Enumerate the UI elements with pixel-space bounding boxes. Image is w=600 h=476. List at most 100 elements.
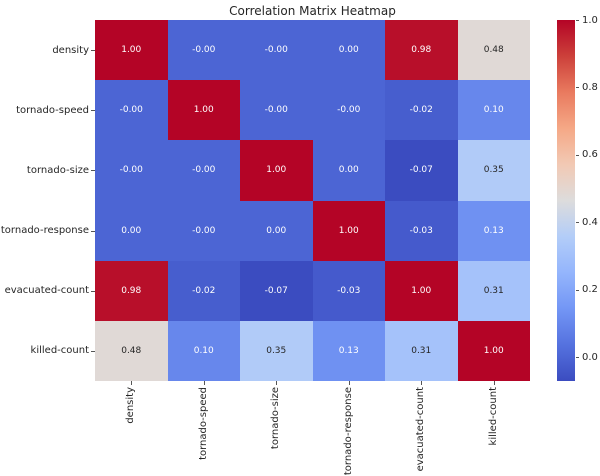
heatmap-cell: -0.00	[240, 80, 313, 141]
cell-value: 1.00	[338, 225, 359, 236]
cell-value: -0.03	[337, 285, 361, 296]
heatmap-cell: -0.07	[240, 260, 313, 321]
cell-value: 0.48	[121, 345, 142, 356]
colorbar-tick-label: 1.0	[582, 14, 598, 26]
cell-value: -0.00	[264, 45, 288, 56]
x-tick-label: killed-count	[487, 387, 499, 446]
y-tick-mark	[91, 290, 95, 292]
y-tick-mark	[91, 50, 95, 52]
x-tick-mark	[203, 381, 205, 385]
cell-value: -0.00	[192, 225, 216, 236]
chart-title: Correlation Matrix Heatmap	[229, 4, 396, 18]
cell-value: 0.00	[266, 225, 287, 236]
y-tick-mark	[91, 170, 95, 172]
heatmap-cell: 1.00	[457, 320, 530, 381]
heatmap-cell: 0.00	[240, 200, 313, 261]
colorbar-tick-label: 0.2	[582, 284, 598, 296]
heatmap-cell: 0.10	[457, 80, 530, 141]
heatmap-cell: 0.98	[385, 20, 458, 81]
heatmap-cell: 0.98	[95, 260, 168, 321]
cell-value: 0.10	[193, 345, 214, 356]
colorbar-tick-label: 0.6	[582, 149, 598, 161]
colorbar-gradient	[557, 20, 575, 381]
heatmap-cell: 1.00	[312, 200, 385, 261]
colorbar-tick	[576, 87, 579, 89]
cell-value: -0.07	[409, 165, 433, 176]
heatmap-cell: -0.03	[385, 200, 458, 261]
cell-value: -0.03	[409, 225, 433, 236]
cell-value: 0.98	[121, 285, 142, 296]
colorbar-tick	[576, 222, 579, 224]
colorbar-tick-label: 0.0	[582, 351, 598, 363]
cell-value: -0.00	[264, 105, 288, 116]
cell-value: 0.35	[266, 345, 287, 356]
x-tick-label: tornado-response	[342, 387, 354, 476]
cell-value: -0.00	[337, 105, 361, 116]
cell-value: 0.48	[483, 45, 504, 56]
x-tick-mark	[348, 381, 350, 385]
y-tick-label: tornado-size	[26, 164, 89, 176]
cell-value: 0.00	[121, 225, 142, 236]
cell-value: 0.35	[483, 165, 504, 176]
cell-value: 0.00	[338, 165, 359, 176]
heatmap-cell: -0.03	[312, 260, 385, 321]
colorbar-tick	[576, 20, 579, 21]
cell-value: 1.00	[411, 285, 432, 296]
heatmap-cell: 1.00	[167, 80, 240, 141]
heatmap-cell: 1.00	[385, 260, 458, 321]
heatmap-cell: 1.00	[95, 20, 168, 81]
colorbar-tick	[576, 154, 579, 156]
heatmap-cell: 1.00	[240, 140, 313, 201]
heatmap-cell: -0.00	[167, 20, 240, 81]
heatmap-cell: -0.02	[385, 80, 458, 141]
cell-value: 0.98	[411, 45, 432, 56]
heatmap-cell: 0.10	[167, 320, 240, 381]
cell-value: -0.00	[192, 165, 216, 176]
y-tick-mark	[91, 350, 95, 352]
heatmap-cell: 0.00	[312, 140, 385, 201]
cell-value: 0.31	[411, 345, 432, 356]
y-tick-label: tornado-speed	[16, 104, 89, 116]
cell-value: 0.00	[338, 45, 359, 56]
cell-value: 0.10	[483, 105, 504, 116]
heatmap-cell: 0.00	[95, 200, 168, 261]
cell-value: 1.00	[121, 45, 142, 56]
heatmap-cell: 0.48	[457, 20, 530, 81]
y-tick-mark	[91, 110, 95, 112]
heatmap-cell: -0.07	[385, 140, 458, 201]
heatmap-cell: -0.00	[312, 80, 385, 141]
cell-value: -0.00	[119, 165, 143, 176]
heatmap-cell: 0.48	[95, 320, 168, 381]
heatmap-cell: -0.00	[95, 80, 168, 141]
x-tick-mark	[276, 381, 278, 385]
cell-value: 1.00	[193, 105, 214, 116]
x-tick-label: tornado-size	[270, 387, 282, 450]
cell-value: 1.00	[266, 165, 287, 176]
x-tick-mark	[421, 381, 423, 385]
cell-value: 1.00	[483, 345, 504, 356]
x-tick-mark	[131, 381, 133, 385]
heatmap-grid: 1.00 -0.00 -0.00 0.00 0.98 0.48 -0.00 1.00 -0.00…	[95, 20, 530, 381]
y-tick-label: killed-count	[30, 345, 89, 357]
cell-value: -0.07	[264, 285, 288, 296]
cell-value: 0.31	[483, 285, 504, 296]
heatmap-cell: 0.00	[312, 20, 385, 81]
y-tick-label: density	[52, 44, 89, 56]
heatmap-cell: 0.13	[457, 200, 530, 261]
heatmap-cell: 0.31	[385, 320, 458, 381]
heatmap-cell: 0.35	[240, 320, 313, 381]
heatmap-cell: -0.00	[167, 200, 240, 261]
heatmap-cell: -0.00	[240, 20, 313, 81]
cell-value: 0.13	[483, 225, 504, 236]
x-tick-label: tornado-speed	[197, 387, 209, 460]
heatmap-cell: -0.02	[167, 260, 240, 321]
heatmap-cell: 0.31	[457, 260, 530, 321]
x-tick-mark	[493, 381, 495, 385]
cell-value: -0.00	[119, 105, 143, 116]
colorbar-tick	[576, 357, 579, 359]
heatmap-cell: 0.13	[312, 320, 385, 381]
heatmap-cell: -0.00	[167, 140, 240, 201]
cell-value: 0.13	[338, 345, 359, 356]
colorbar-tick-label: 0.8	[582, 81, 598, 93]
